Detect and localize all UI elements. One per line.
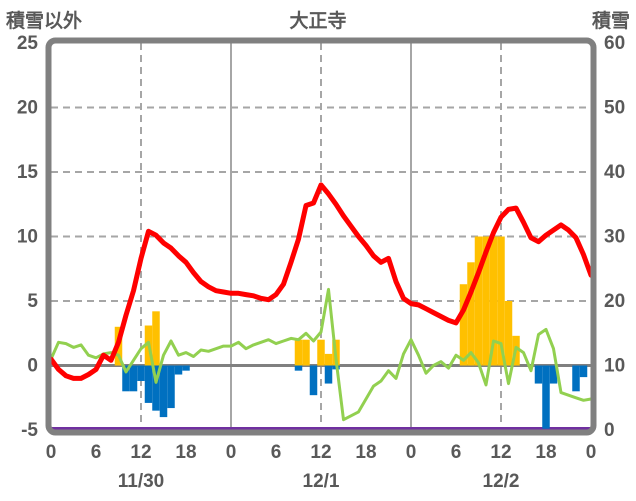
svg-text:50: 50 [604,98,625,119]
svg-text:10: 10 [604,356,625,377]
svg-text:18: 18 [535,442,556,463]
right-axis-ticks: 60 50 40 30 20 10 0 [604,33,625,441]
svg-text:0: 0 [226,442,237,463]
left-axis-ticks: 25 20 15 10 5 0 -5 [17,33,39,441]
svg-text:-5: -5 [21,420,38,441]
green-line-series [49,287,593,422]
svg-text:20: 20 [604,291,625,312]
svg-text:0: 0 [27,356,38,377]
svg-text:60: 60 [604,33,625,54]
svg-text:12: 12 [130,442,151,463]
svg-text:18: 18 [355,442,376,463]
svg-text:0: 0 [46,442,57,463]
svg-text:15: 15 [17,162,39,183]
svg-text:40: 40 [604,162,625,183]
left-axis-title: 積雪以外 [6,11,83,32]
svg-text:12/1: 12/1 [303,471,340,492]
day-labels: 11/30 12/1 12/2 [118,471,520,492]
svg-text:25: 25 [17,33,39,54]
right-axis-title: 積雪 [591,11,630,32]
svg-text:0: 0 [604,420,615,441]
x-axis-ticks: 0 6 12 18 0 6 12 18 0 6 12 18 0 [46,442,597,463]
svg-text:0: 0 [406,442,417,463]
svg-text:6: 6 [271,442,282,463]
svg-text:0: 0 [586,442,597,463]
svg-text:20: 20 [17,98,38,119]
chart-title: 大正寺 [289,11,347,32]
svg-text:12: 12 [490,442,511,463]
svg-text:6: 6 [451,442,462,463]
red-line-series [48,182,594,381]
svg-text:18: 18 [175,442,196,463]
svg-text:30: 30 [604,227,625,248]
svg-text:10: 10 [17,227,38,248]
svg-text:12: 12 [310,442,331,463]
chart-frame [45,37,597,436]
svg-text:11/30: 11/30 [118,471,165,492]
svg-text:5: 5 [27,291,38,312]
svg-text:12/2: 12/2 [483,471,520,492]
svg-text:6: 6 [91,442,102,463]
blue-bars-series [122,365,588,429]
